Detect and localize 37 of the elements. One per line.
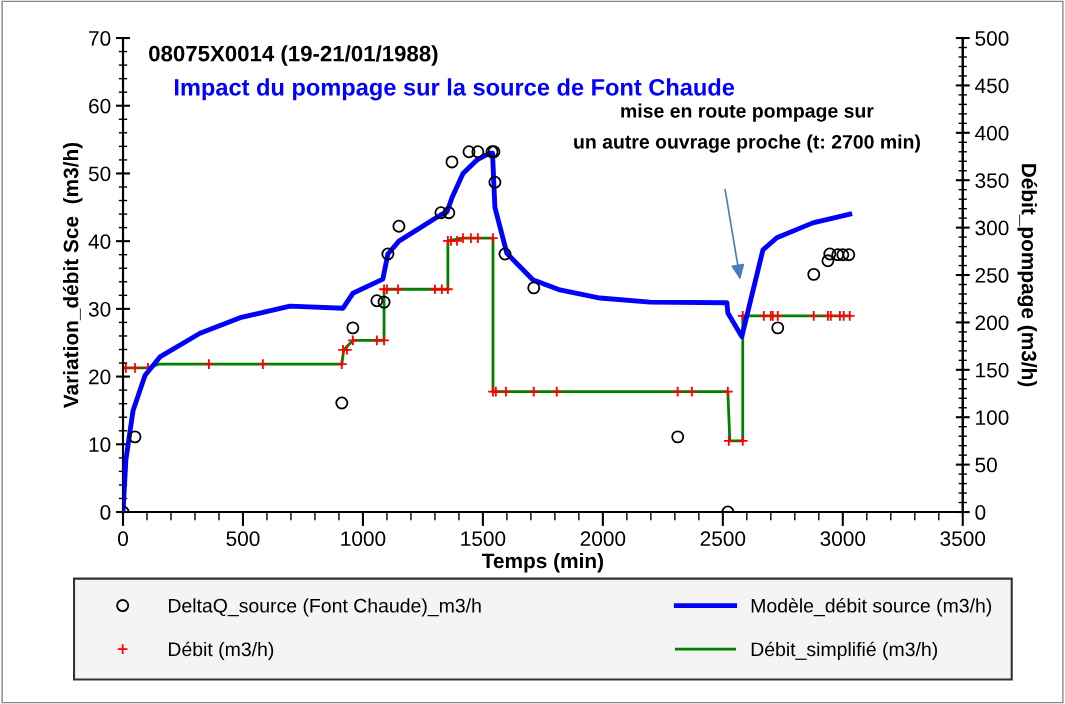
legend-label: Débit_simplifié (m3/h) <box>751 641 938 661</box>
y2-tick-label: 0 <box>975 505 986 520</box>
annotation: mise en route pompage sur un autre ouvrage proche (t: 2700 min) <box>574 103 920 153</box>
y2-tick-label: 350 <box>975 173 1009 188</box>
chart-title: 08075X0014 (19-21/01/1988) <box>149 45 438 66</box>
y-tick-label: 50 <box>88 166 111 182</box>
x-tick-label: 1500 <box>461 531 506 547</box>
x-tick-label: 500 <box>226 531 260 547</box>
x-tick-label: 0 <box>118 531 128 547</box>
x-tick-label: 3000 <box>820 531 866 547</box>
y2-tick-label: 50 <box>975 457 997 473</box>
x-tick-label: 2000 <box>580 531 626 547</box>
y2-tick-label: 100 <box>976 410 1009 425</box>
y-tick-label: 40 <box>88 234 111 249</box>
y-axis-title: Variation_débit Sce (m3/h) <box>62 142 83 409</box>
y2-tick-label: 450 <box>975 78 1009 94</box>
y2-tick-label: 400 <box>975 125 1009 141</box>
x-tick-label: 3500 <box>940 531 986 547</box>
y2-tick-label: 200 <box>975 315 1009 331</box>
x-tick-label: 1000 <box>341 531 386 547</box>
y-tick-label: 20 <box>89 369 111 385</box>
text: Impact du pompage sur la source de Font Chaude <box>174 78 735 101</box>
legend-label: Modèle_débit source (m3/h) <box>751 598 992 617</box>
x-tick-label: 2500 <box>700 531 746 547</box>
y2-axis-title: Débit_pompage (m3/h) <box>1017 164 1038 387</box>
y-tick-label: 60 <box>89 98 111 114</box>
y2-tick-label: 300 <box>975 220 1009 236</box>
y-tick-label: 70 <box>89 31 111 46</box>
y-tick-label: 30 <box>88 301 111 317</box>
y-tick-label: 10 <box>89 437 111 453</box>
y2-tick-label: 500 <box>975 31 1009 46</box>
y-tick-label: 0 <box>100 505 111 520</box>
x-axis-title: Temps (min) <box>481 552 604 573</box>
legend-label: Débit (m3/h) <box>168 641 274 661</box>
legend-label: DeltaQ_source (Font Chaude)_m3/h <box>168 598 481 617</box>
y2-tick-label: 150 <box>976 362 1009 378</box>
y2-tick-label: 250 <box>975 268 1009 283</box>
